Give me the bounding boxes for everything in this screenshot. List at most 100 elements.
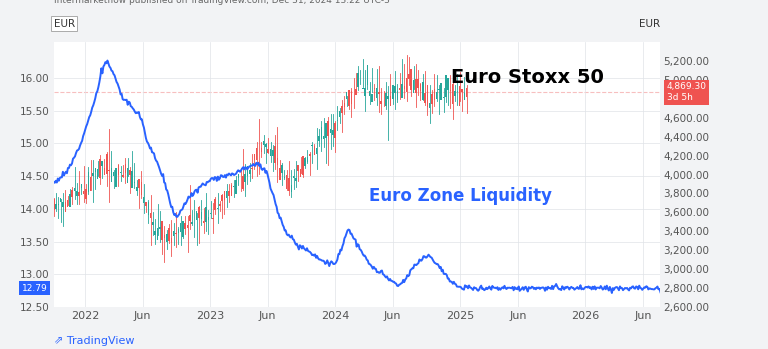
Bar [270, 149, 271, 156]
Bar [157, 228, 158, 240]
Bar [300, 169, 301, 177]
Bar [339, 111, 340, 117]
Bar [434, 89, 435, 100]
Bar [332, 130, 333, 135]
Bar [318, 136, 319, 141]
Bar [131, 171, 133, 187]
Bar [182, 221, 184, 237]
Bar [279, 168, 280, 180]
Bar [450, 90, 451, 91]
Bar [55, 205, 57, 209]
Bar [67, 200, 68, 207]
Bar [359, 78, 361, 79]
Bar [196, 211, 197, 220]
Bar [143, 197, 144, 203]
Bar [115, 168, 117, 187]
Bar [242, 176, 243, 188]
Bar [237, 174, 239, 178]
Bar [69, 194, 71, 207]
Bar [145, 202, 147, 207]
Bar [387, 96, 389, 99]
Bar [288, 178, 290, 191]
Bar [306, 157, 308, 162]
Bar [341, 106, 343, 113]
Bar [159, 227, 161, 229]
Bar [297, 165, 299, 171]
Bar [104, 168, 105, 174]
Bar [191, 222, 193, 224]
Bar [406, 78, 407, 91]
Bar [166, 234, 167, 242]
Bar [71, 190, 73, 197]
Bar [346, 91, 347, 99]
Bar [265, 144, 266, 147]
Bar [260, 148, 262, 152]
Bar [290, 185, 292, 192]
Bar [355, 89, 356, 95]
Bar [364, 88, 366, 96]
Bar [83, 191, 84, 194]
Bar [302, 156, 303, 175]
Text: Euro Stoxx 50: Euro Stoxx 50 [451, 68, 604, 87]
Bar [436, 92, 437, 99]
Bar [293, 176, 294, 178]
Bar [445, 75, 446, 97]
Bar [177, 229, 179, 233]
Bar [65, 201, 66, 211]
Bar [244, 174, 246, 182]
Bar [256, 148, 257, 160]
Bar [316, 148, 317, 154]
Bar [122, 174, 124, 177]
Bar [448, 79, 449, 90]
Bar [136, 187, 137, 191]
Bar [212, 217, 214, 219]
Bar [58, 203, 59, 205]
Bar [320, 127, 322, 139]
Bar [141, 182, 142, 195]
Bar [376, 89, 377, 98]
Bar [147, 202, 149, 215]
Text: intermarketflow published on TradingView.com, Dec 31, 2024 13:22 UTC-3: intermarketflow published on TradingView… [54, 0, 389, 5]
Bar [378, 92, 379, 94]
Bar [286, 174, 287, 189]
Bar [408, 74, 409, 79]
Bar [276, 158, 278, 165]
Bar [154, 231, 156, 235]
Bar [251, 168, 253, 169]
Bar [412, 80, 414, 92]
Bar [417, 79, 419, 88]
Bar [62, 202, 64, 207]
Bar [173, 231, 174, 236]
Bar [111, 168, 112, 181]
Bar [76, 191, 78, 196]
Bar [426, 86, 428, 106]
Bar [134, 182, 135, 183]
Bar [198, 207, 200, 218]
Bar [452, 84, 453, 104]
Bar [313, 146, 315, 155]
Bar [403, 86, 405, 89]
Bar [419, 84, 421, 91]
Bar [85, 188, 87, 199]
Bar [366, 65, 368, 84]
Bar [180, 223, 181, 232]
Bar [152, 222, 154, 225]
Bar [385, 93, 386, 106]
Bar [207, 217, 209, 220]
Bar [457, 91, 458, 92]
Bar [113, 172, 114, 177]
Bar [94, 168, 96, 172]
Bar [369, 91, 370, 96]
Bar [228, 191, 230, 196]
Bar [466, 88, 468, 97]
Bar [230, 185, 232, 196]
Text: 4,869.30
3d 5h: 4,869.30 3d 5h [667, 82, 707, 102]
Bar [281, 164, 283, 172]
Bar [464, 93, 465, 100]
Bar [311, 144, 313, 146]
Bar [389, 96, 391, 106]
Bar [78, 192, 80, 196]
Bar [120, 172, 121, 173]
Text: EUR: EUR [54, 18, 75, 29]
Bar [60, 198, 61, 202]
